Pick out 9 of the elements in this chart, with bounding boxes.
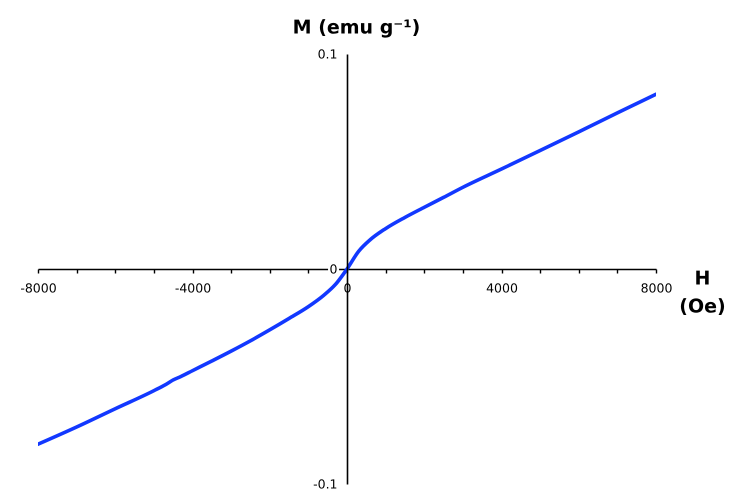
- x-tick-label: -8000: [20, 280, 57, 296]
- x-tick-label: 4000: [486, 280, 518, 296]
- x-axis-title: H (Oe): [679, 268, 726, 318]
- y-axis-title: M (emu g⁻¹): [292, 16, 420, 38]
- x-tick-label: 8000: [640, 280, 672, 296]
- y-tick-label: 0.1: [318, 46, 338, 62]
- x-tick-label: -4000: [174, 280, 212, 296]
- y-tick-label: -0.1: [313, 476, 338, 491]
- y-tick-label: 0: [330, 262, 338, 276]
